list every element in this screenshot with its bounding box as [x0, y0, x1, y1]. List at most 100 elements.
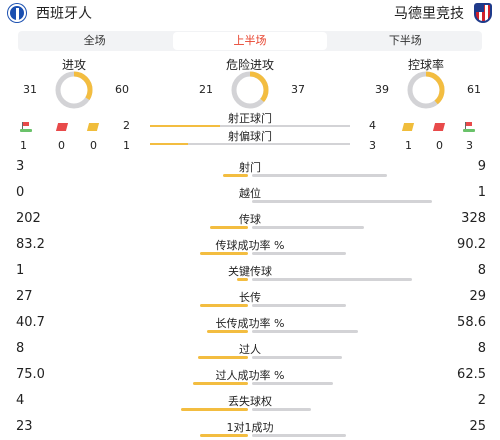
shots-off-target-home-bar: [150, 143, 188, 145]
home-shots-on-target: 2: [123, 119, 130, 132]
stat-away-bar: [252, 200, 432, 203]
stat-home-bar: [223, 174, 248, 177]
stat-home-bar: [181, 408, 248, 411]
stat-home-value: 1: [16, 263, 25, 278]
stat-away-bar: [252, 330, 358, 333]
stat-away-bar-track: [252, 330, 432, 333]
yellow-card-icon: [86, 123, 100, 131]
stat-away-value: 328: [461, 211, 486, 226]
stat-home-value: 83.2: [16, 237, 45, 252]
home-team[interactable]: 西班牙人: [8, 3, 92, 23]
stat-away-bar-track: [252, 304, 432, 307]
stat-away-bar-track: [252, 408, 432, 411]
stat-home-bar: [200, 434, 248, 437]
stat-label: 传球: [239, 213, 261, 226]
stat-away-value: 90.2: [457, 237, 486, 252]
stat-label: 过人: [239, 343, 261, 356]
stat-row: 202 传球 328: [0, 207, 500, 237]
stat-away-value: 8: [477, 263, 486, 278]
tab-first-half[interactable]: 上半场: [173, 32, 327, 50]
stat-home-bar-track: [148, 226, 248, 229]
stat-away-value: 29: [469, 289, 486, 304]
stat-away-value: 58.6: [457, 315, 486, 330]
stat-row: 83.2 传球成功率 % 90.2: [0, 233, 500, 263]
stat-home-value: 0: [16, 185, 25, 200]
home-corners: 1: [20, 139, 27, 152]
stat-away-bar-track: [252, 356, 432, 359]
donut-away-value: 61: [467, 83, 481, 96]
stat-home-value: 40.7: [16, 315, 45, 330]
shots-on-target-label: 射正球门: [228, 112, 272, 125]
stat-row: 8 过人 8: [0, 337, 500, 367]
stat-away-bar-track: [252, 252, 432, 255]
shots-off-target-label: 射偏球门: [228, 130, 272, 143]
stat-home-bar: [200, 304, 248, 307]
espanyol-badge-icon: [8, 4, 26, 22]
away-shots-on-target: 4: [369, 119, 376, 132]
stat-label: 丢失球权: [228, 395, 272, 408]
stat-row: 27 长传 29: [0, 285, 500, 315]
stat-label: 越位: [239, 187, 261, 200]
yellow-card-icon: [401, 123, 415, 131]
stat-home-bar: [198, 356, 248, 359]
away-team-name: 马德里竞技: [394, 6, 464, 22]
stat-away-bar: [252, 278, 412, 281]
donut-ring: [231, 71, 269, 109]
stat-home-bar-track: [148, 382, 248, 385]
stat-away-bar: [252, 408, 311, 411]
stat-row: 3 射门 9: [0, 155, 500, 185]
stat-home-value: 4: [16, 393, 25, 408]
stat-label: 过人成功率 %: [215, 369, 285, 382]
away-yellow-cards: 1: [405, 139, 412, 152]
stat-home-bar: [237, 278, 248, 281]
red-card-icon: [55, 123, 69, 131]
stat-home-value: 8: [16, 341, 25, 356]
stat-label: 长传成功率 %: [215, 317, 285, 330]
stat-home-bar-track: [148, 434, 248, 437]
shots-on-target-away-bar: [220, 125, 350, 127]
donut-title: 危险进攻: [225, 58, 274, 72]
stat-away-bar-track: [252, 382, 432, 385]
stat-home-bar-track: [148, 356, 248, 359]
home-shots-off-target: 1: [123, 139, 130, 152]
attack-donut: 进攻 31 60: [9, 56, 139, 109]
stat-away-bar: [252, 304, 346, 307]
home-yellow-cards: 0: [90, 139, 97, 152]
donut-home-arc: [55, 71, 93, 109]
donut-home-arc: [231, 71, 269, 109]
donut-away-value: 60: [115, 83, 129, 96]
stat-label: 1对1成功: [226, 421, 274, 434]
donut-home-value: 39: [375, 83, 389, 96]
stat-row: 40.7 长传成功率 % 58.6: [0, 311, 500, 341]
away-team[interactable]: 马德里竞技: [394, 3, 492, 23]
stat-home-bar-track: [148, 200, 248, 203]
corner-flag-icon: [20, 122, 32, 132]
stat-away-bar: [252, 252, 346, 255]
tab-second-half[interactable]: 下半场: [388, 34, 422, 47]
stat-home-bar-track: [148, 304, 248, 307]
donut-home-arc: [407, 71, 445, 109]
stat-away-bar-track: [252, 200, 432, 203]
stat-away-bar: [252, 382, 333, 385]
dangerous-attack-donut: 危险进攻 21 37: [185, 56, 315, 109]
stat-home-value: 23: [16, 419, 33, 434]
stat-row: 75.0 过人成功率 % 62.5: [0, 363, 500, 393]
stat-away-bar-track: [252, 278, 432, 281]
stat-row: 1 关键传球 8: [0, 259, 500, 289]
stat-row: 4 丢失球权 2: [0, 389, 500, 419]
stat-home-bar-track: [148, 278, 248, 281]
stat-home-bar-track: [148, 330, 248, 333]
stat-home-bar: [200, 252, 248, 255]
tab-full-match[interactable]: 全场: [83, 34, 106, 47]
away-shots-off-target: 3: [369, 139, 376, 152]
stat-home-value: 3: [16, 159, 25, 174]
stat-away-bar: [252, 226, 364, 229]
stat-away-value: 1: [477, 185, 486, 200]
stat-home-bar: [210, 226, 248, 229]
stat-away-bar-track: [252, 226, 432, 229]
stat-away-bar: [252, 174, 387, 177]
stat-label: 长传: [239, 291, 261, 304]
stat-away-value: 25: [469, 419, 486, 434]
stat-home-bar: [207, 330, 248, 333]
stat-away-bar-track: [252, 174, 432, 177]
